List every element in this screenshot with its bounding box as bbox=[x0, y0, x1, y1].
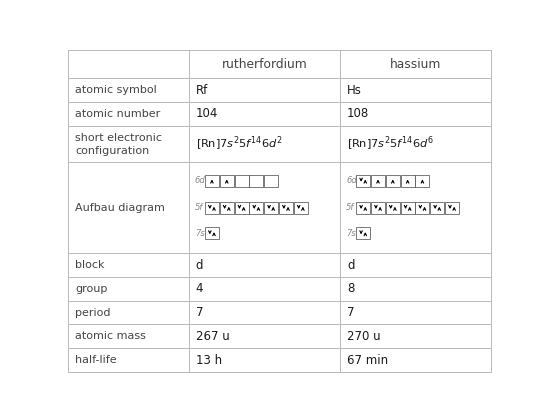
Text: 6d: 6d bbox=[195, 176, 205, 185]
Bar bbox=[340, 126, 491, 163]
Bar bbox=[68, 50, 189, 78]
Bar bbox=[189, 102, 340, 126]
Bar bbox=[189, 163, 340, 253]
Text: d: d bbox=[195, 259, 203, 272]
Bar bbox=[189, 277, 340, 301]
Bar bbox=[189, 126, 340, 163]
Bar bbox=[264, 175, 278, 187]
Bar bbox=[189, 78, 340, 102]
Text: 7s: 7s bbox=[346, 229, 356, 238]
Bar bbox=[416, 175, 429, 187]
Bar bbox=[189, 324, 340, 348]
Bar bbox=[205, 175, 219, 187]
Bar bbox=[401, 202, 414, 214]
Bar bbox=[68, 301, 189, 324]
Bar bbox=[189, 50, 340, 78]
Text: Hs: Hs bbox=[347, 84, 362, 97]
Bar bbox=[371, 175, 385, 187]
Text: 6d: 6d bbox=[346, 176, 357, 185]
Bar bbox=[68, 253, 189, 277]
Text: 67 min: 67 min bbox=[347, 354, 388, 367]
Text: atomic number: atomic number bbox=[75, 109, 161, 119]
Bar bbox=[401, 175, 414, 187]
Text: [Rn]7$s^2$5$f^{14}$6$d^2$: [Rn]7$s^2$5$f^{14}$6$d^2$ bbox=[195, 135, 282, 153]
Bar bbox=[340, 324, 491, 348]
Bar bbox=[279, 202, 293, 214]
Bar bbox=[264, 202, 278, 214]
Bar bbox=[340, 277, 491, 301]
Bar bbox=[205, 202, 219, 214]
Text: group: group bbox=[75, 284, 108, 294]
Bar bbox=[340, 78, 491, 102]
Bar bbox=[189, 301, 340, 324]
Bar bbox=[250, 175, 263, 187]
Bar bbox=[416, 202, 429, 214]
Bar bbox=[356, 227, 370, 240]
Bar bbox=[68, 78, 189, 102]
Bar bbox=[189, 253, 340, 277]
Bar bbox=[386, 175, 400, 187]
Text: 270 u: 270 u bbox=[347, 330, 381, 343]
Bar bbox=[386, 202, 400, 214]
Text: Rf: Rf bbox=[195, 84, 208, 97]
Bar bbox=[371, 202, 385, 214]
Bar bbox=[68, 163, 189, 253]
Text: atomic mass: atomic mass bbox=[75, 331, 146, 342]
Bar bbox=[356, 202, 370, 214]
Bar bbox=[219, 202, 234, 214]
Bar bbox=[68, 102, 189, 126]
Bar bbox=[356, 175, 370, 187]
Text: half-life: half-life bbox=[75, 355, 117, 365]
Bar bbox=[235, 202, 248, 214]
Bar bbox=[340, 163, 491, 253]
Bar bbox=[294, 202, 308, 214]
Text: Aufbau diagram: Aufbau diagram bbox=[75, 203, 165, 213]
Bar bbox=[340, 253, 491, 277]
Text: atomic symbol: atomic symbol bbox=[75, 85, 157, 95]
Bar bbox=[189, 348, 340, 372]
Bar bbox=[340, 50, 491, 78]
Text: 7: 7 bbox=[195, 306, 203, 319]
Bar bbox=[219, 175, 234, 187]
Bar bbox=[68, 348, 189, 372]
Bar bbox=[430, 202, 444, 214]
Text: [Rn]7$s^2$5$f^{14}$6$d^6$: [Rn]7$s^2$5$f^{14}$6$d^6$ bbox=[347, 135, 434, 153]
Bar bbox=[445, 202, 459, 214]
Bar bbox=[340, 301, 491, 324]
Text: 7: 7 bbox=[347, 306, 354, 319]
Text: 267 u: 267 u bbox=[195, 330, 229, 343]
Bar bbox=[235, 175, 248, 187]
Bar bbox=[340, 348, 491, 372]
Text: 7s: 7s bbox=[195, 229, 205, 238]
Text: 5f: 5f bbox=[195, 203, 203, 212]
Bar bbox=[340, 102, 491, 126]
Text: 13 h: 13 h bbox=[195, 354, 222, 367]
Bar bbox=[205, 227, 219, 240]
Bar bbox=[68, 126, 189, 163]
Text: 8: 8 bbox=[347, 282, 354, 296]
Text: block: block bbox=[75, 260, 104, 270]
Text: rutherfordium: rutherfordium bbox=[222, 58, 307, 71]
Text: short electronic
configuration: short electronic configuration bbox=[75, 133, 162, 155]
Bar bbox=[250, 202, 263, 214]
Bar bbox=[68, 277, 189, 301]
Text: period: period bbox=[75, 308, 110, 318]
Text: 108: 108 bbox=[347, 107, 369, 120]
Text: 4: 4 bbox=[195, 282, 203, 296]
Text: 104: 104 bbox=[195, 107, 218, 120]
Text: hassium: hassium bbox=[390, 58, 442, 71]
Text: 5f: 5f bbox=[346, 203, 354, 212]
Bar bbox=[68, 324, 189, 348]
Text: d: d bbox=[347, 259, 354, 272]
